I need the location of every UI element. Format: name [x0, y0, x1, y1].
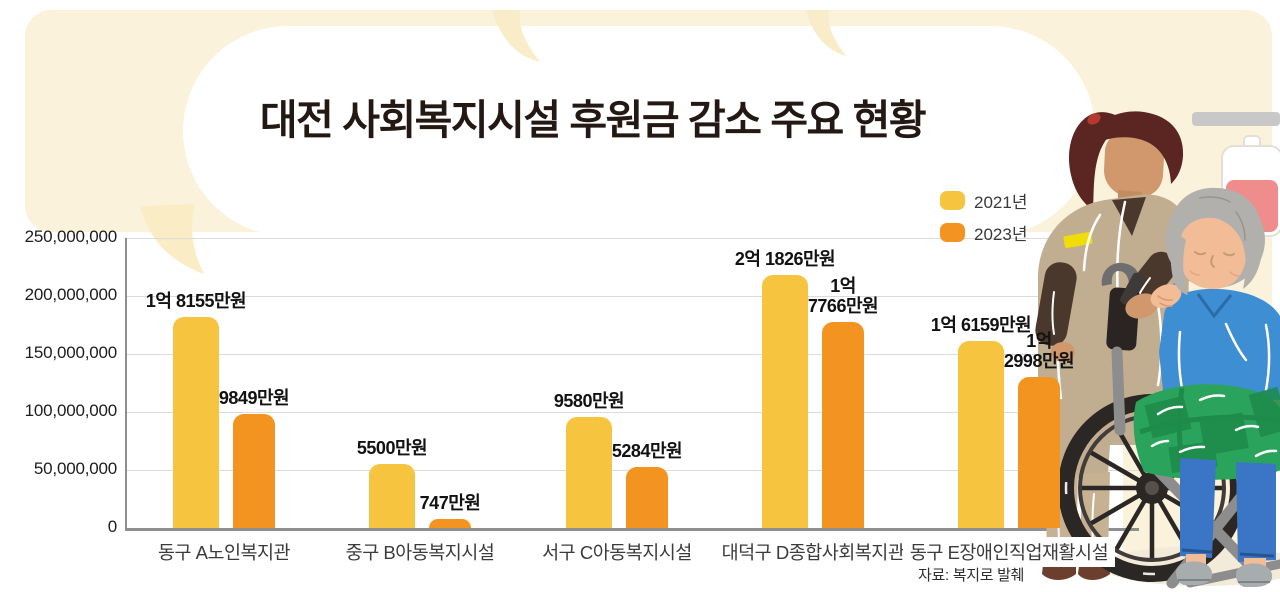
- elderly-woman-figure: [1150, 187, 1280, 433]
- lap-blanket: [1133, 384, 1280, 480]
- gridline: [127, 296, 1139, 297]
- source-note: 자료: 복지로 발췌: [918, 567, 1025, 584]
- caregiver-hand: [1125, 293, 1159, 319]
- y-tick-label: 250,000,000: [24, 227, 118, 246]
- y-tick-label: 0: [107, 517, 117, 536]
- chart-plot-area: [125, 238, 1139, 531]
- gridline: [127, 238, 1139, 239]
- legend-swatch-2021-icon: [940, 191, 965, 210]
- legend-item-2021: 2021년: [940, 188, 1027, 213]
- y-tick-label: 50,000,000: [33, 459, 117, 478]
- gridline: [127, 354, 1139, 355]
- elderly-legs: [1176, 458, 1276, 587]
- legend-item-2023: 2023년: [940, 220, 1027, 245]
- page-title: 대전 사회복지시설 후원금 감소 주요 현황: [259, 97, 927, 143]
- gridline: [127, 412, 1139, 413]
- chart-legend: 2021년 2023년: [940, 188, 1027, 252]
- y-tick-label: 200,000,000: [24, 285, 118, 304]
- legend-swatch-2023-icon: [940, 223, 965, 242]
- y-tick-label: 100,000,000: [24, 401, 118, 420]
- caregiver-wheelchair-illustration: [1035, 111, 1280, 589]
- y-tick-label: 150,000,000: [24, 343, 118, 362]
- gridline: [127, 470, 1139, 471]
- legend-label-2023: 2023년: [974, 225, 1028, 244]
- legend-label-2021: 2021년: [974, 193, 1028, 212]
